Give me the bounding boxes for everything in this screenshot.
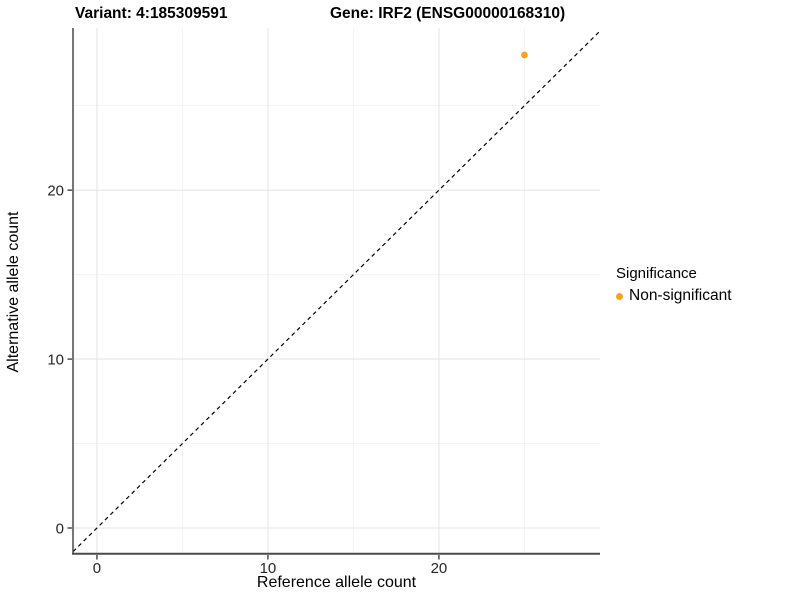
legend-title: Significance (616, 265, 697, 282)
x-axis-title: Reference allele count (256, 574, 417, 591)
x-tick-label: 10 (260, 560, 277, 577)
y-axis-title: Alternative allele count (5, 211, 22, 373)
identity-line (72, 30, 601, 553)
legend-item-non-significant: Non-significant (616, 287, 732, 305)
legend-item-label: Non-significant (629, 287, 732, 304)
legend: Significance Non-significant (616, 265, 732, 305)
y-tick-label: 10 (47, 352, 64, 369)
x-tick-label: 20 (431, 560, 448, 577)
plot-title-variant: Variant: 4:185309591 (75, 5, 228, 22)
y-tick-label: 0 (56, 521, 64, 538)
plot-title-gene: Gene: IRF2 (ENSG00000168310) (330, 5, 566, 22)
data-point (521, 51, 528, 59)
x-tick-label: 0 (93, 560, 101, 577)
y-tick-label: 20 (47, 183, 64, 200)
legend-point-icon (616, 292, 623, 300)
